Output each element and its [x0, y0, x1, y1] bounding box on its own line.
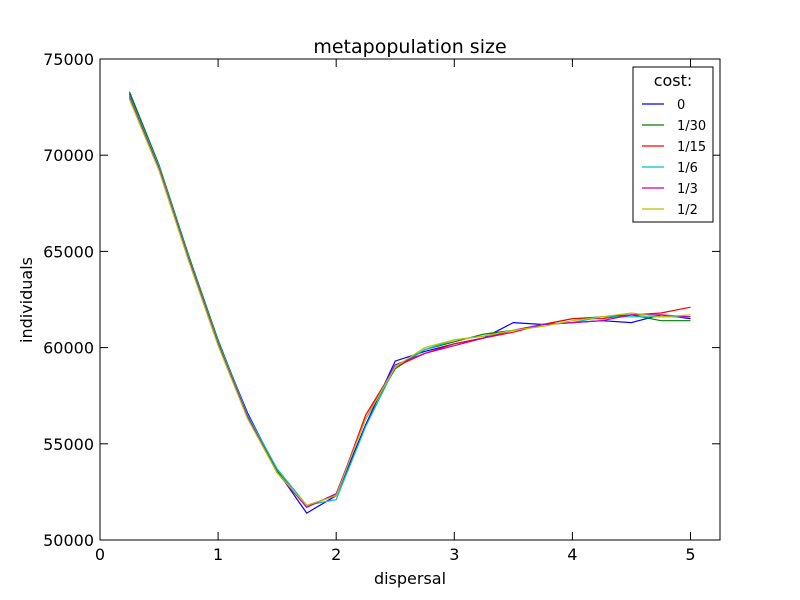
x-tick-label-4: 4	[567, 545, 577, 564]
x-tick-label-2: 2	[331, 545, 341, 564]
x-tick-label-5: 5	[685, 545, 695, 564]
series-line-5	[128, 99, 691, 507]
y-tick-label-0: 50000	[43, 531, 94, 550]
legend: cost: 0 1/30 1/15 1/6 1/3 1/2	[632, 66, 714, 223]
y-tick-label-2: 60000	[43, 339, 94, 358]
legend-label-5: 1/2	[677, 203, 698, 218]
legend-items: 0 1/30 1/15 1/6 1/3 1/2	[642, 98, 706, 218]
legend-label-4: 1/3	[677, 182, 698, 197]
legend-frame	[632, 66, 714, 223]
legend-label-1: 1/30	[677, 119, 706, 134]
y-axis: 50000 55000 60000 65000 70000 75000	[43, 50, 720, 550]
legend-label-3: 1/6	[677, 161, 698, 176]
x-tick-label-0: 0	[95, 545, 105, 564]
plot-frame	[99, 58, 721, 541]
x-tick-label-3: 3	[449, 545, 459, 564]
y-axis-label: individuals	[17, 257, 36, 343]
x-tick-label-1: 1	[213, 545, 223, 564]
y-tick-label-3: 65000	[43, 242, 94, 261]
legend-label-2: 1/15	[677, 140, 706, 155]
chart-title: metapopulation size	[313, 36, 506, 58]
y-tick-label-1: 55000	[43, 435, 94, 454]
x-axis-label: dispersal	[374, 569, 446, 588]
legend-title: cost:	[654, 71, 693, 90]
plot-lines	[128, 91, 691, 514]
y-tick-label-4: 70000	[43, 146, 94, 165]
legend-label-0: 0	[677, 98, 685, 113]
x-axis: 0 1 2 3 4 5	[95, 59, 696, 564]
y-tick-label-5: 75000	[43, 50, 94, 69]
series-line-4	[128, 97, 691, 509]
